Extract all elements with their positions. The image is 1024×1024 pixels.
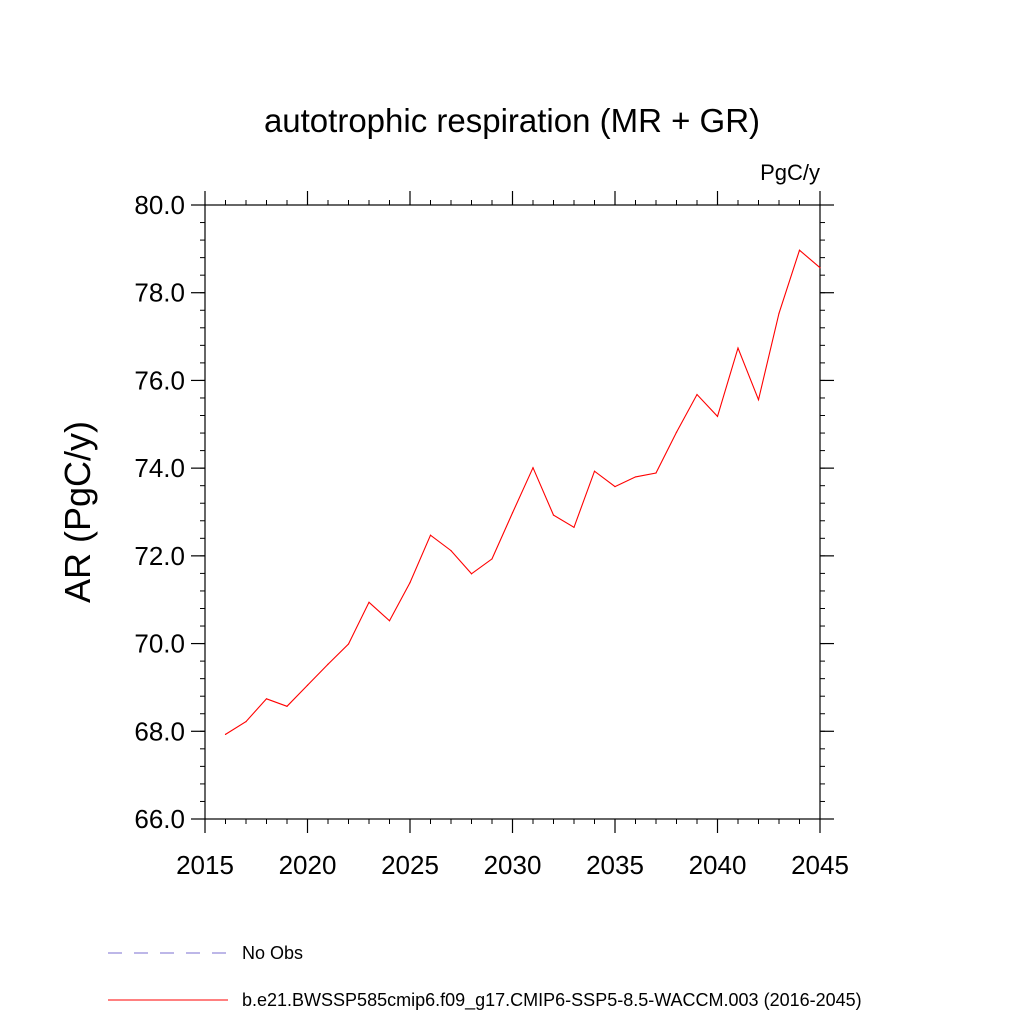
data-point	[757, 399, 760, 401]
data-point	[327, 663, 329, 665]
x-tick-label: 2035	[586, 850, 644, 880]
x-tick-label: 2015	[176, 850, 234, 880]
y-tick-label: 72.0	[134, 541, 185, 571]
legend-label: b.e21.BWSSP585cmip6.f09_g17.CMIP6-SSP5-8…	[242, 990, 862, 1011]
units-label: PgC/y	[760, 160, 820, 185]
data-point	[429, 534, 432, 536]
data-point	[491, 558, 493, 560]
data-point	[675, 431, 678, 433]
y-tick-label: 66.0	[134, 804, 185, 834]
data-point	[450, 549, 452, 552]
x-tick-label: 2045	[791, 850, 849, 880]
data-point	[593, 470, 596, 472]
data-point	[368, 601, 370, 603]
data-point	[634, 476, 637, 478]
legend-label: No Obs	[242, 943, 303, 963]
y-tick-label: 80.0	[134, 190, 185, 220]
y-tick-label: 74.0	[134, 453, 185, 483]
data-point	[511, 512, 514, 514]
x-tick-label: 2025	[381, 850, 439, 880]
data-point	[306, 684, 309, 686]
chart-title: autotrophic respiration (MR + GR)	[264, 102, 760, 139]
data-point	[614, 485, 616, 488]
x-tick-label: 2030	[484, 850, 542, 880]
data-point	[655, 472, 657, 474]
data-point	[737, 347, 739, 349]
data-point	[347, 643, 350, 645]
data-point	[245, 721, 247, 723]
data-point	[819, 267, 821, 269]
data-point	[696, 393, 698, 396]
y-tick-label: 68.0	[134, 716, 185, 746]
data-point	[532, 467, 534, 469]
data-point	[716, 415, 719, 417]
data-point	[265, 698, 268, 700]
y-tick-label: 78.0	[134, 278, 185, 308]
data-point	[573, 526, 575, 528]
data-point	[286, 705, 288, 707]
data-point	[388, 620, 391, 622]
x-tick-label: 2040	[689, 850, 747, 880]
series-line-0	[225, 249, 821, 735]
series-layer	[224, 249, 821, 735]
legend: No Obs b.e21.BWSSP585cmip6.f09_g17.CMIP6-…	[108, 943, 862, 1011]
y-tick-label: 70.0	[134, 629, 185, 659]
data-point	[470, 573, 473, 575]
axis-ticks: 66.0 68.0 70.0 72.0 74.0 76.0 78.0 80.0 2015 2020…	[134, 190, 849, 880]
y-tick-label: 76.0	[134, 365, 185, 395]
data-point	[552, 514, 555, 516]
data-point	[409, 582, 411, 584]
y-axis-label: AR (PgC/y)	[57, 421, 98, 603]
data-point	[778, 312, 780, 314]
data-point	[224, 733, 227, 735]
data-point	[798, 249, 801, 251]
x-tick-label: 2020	[279, 850, 337, 880]
